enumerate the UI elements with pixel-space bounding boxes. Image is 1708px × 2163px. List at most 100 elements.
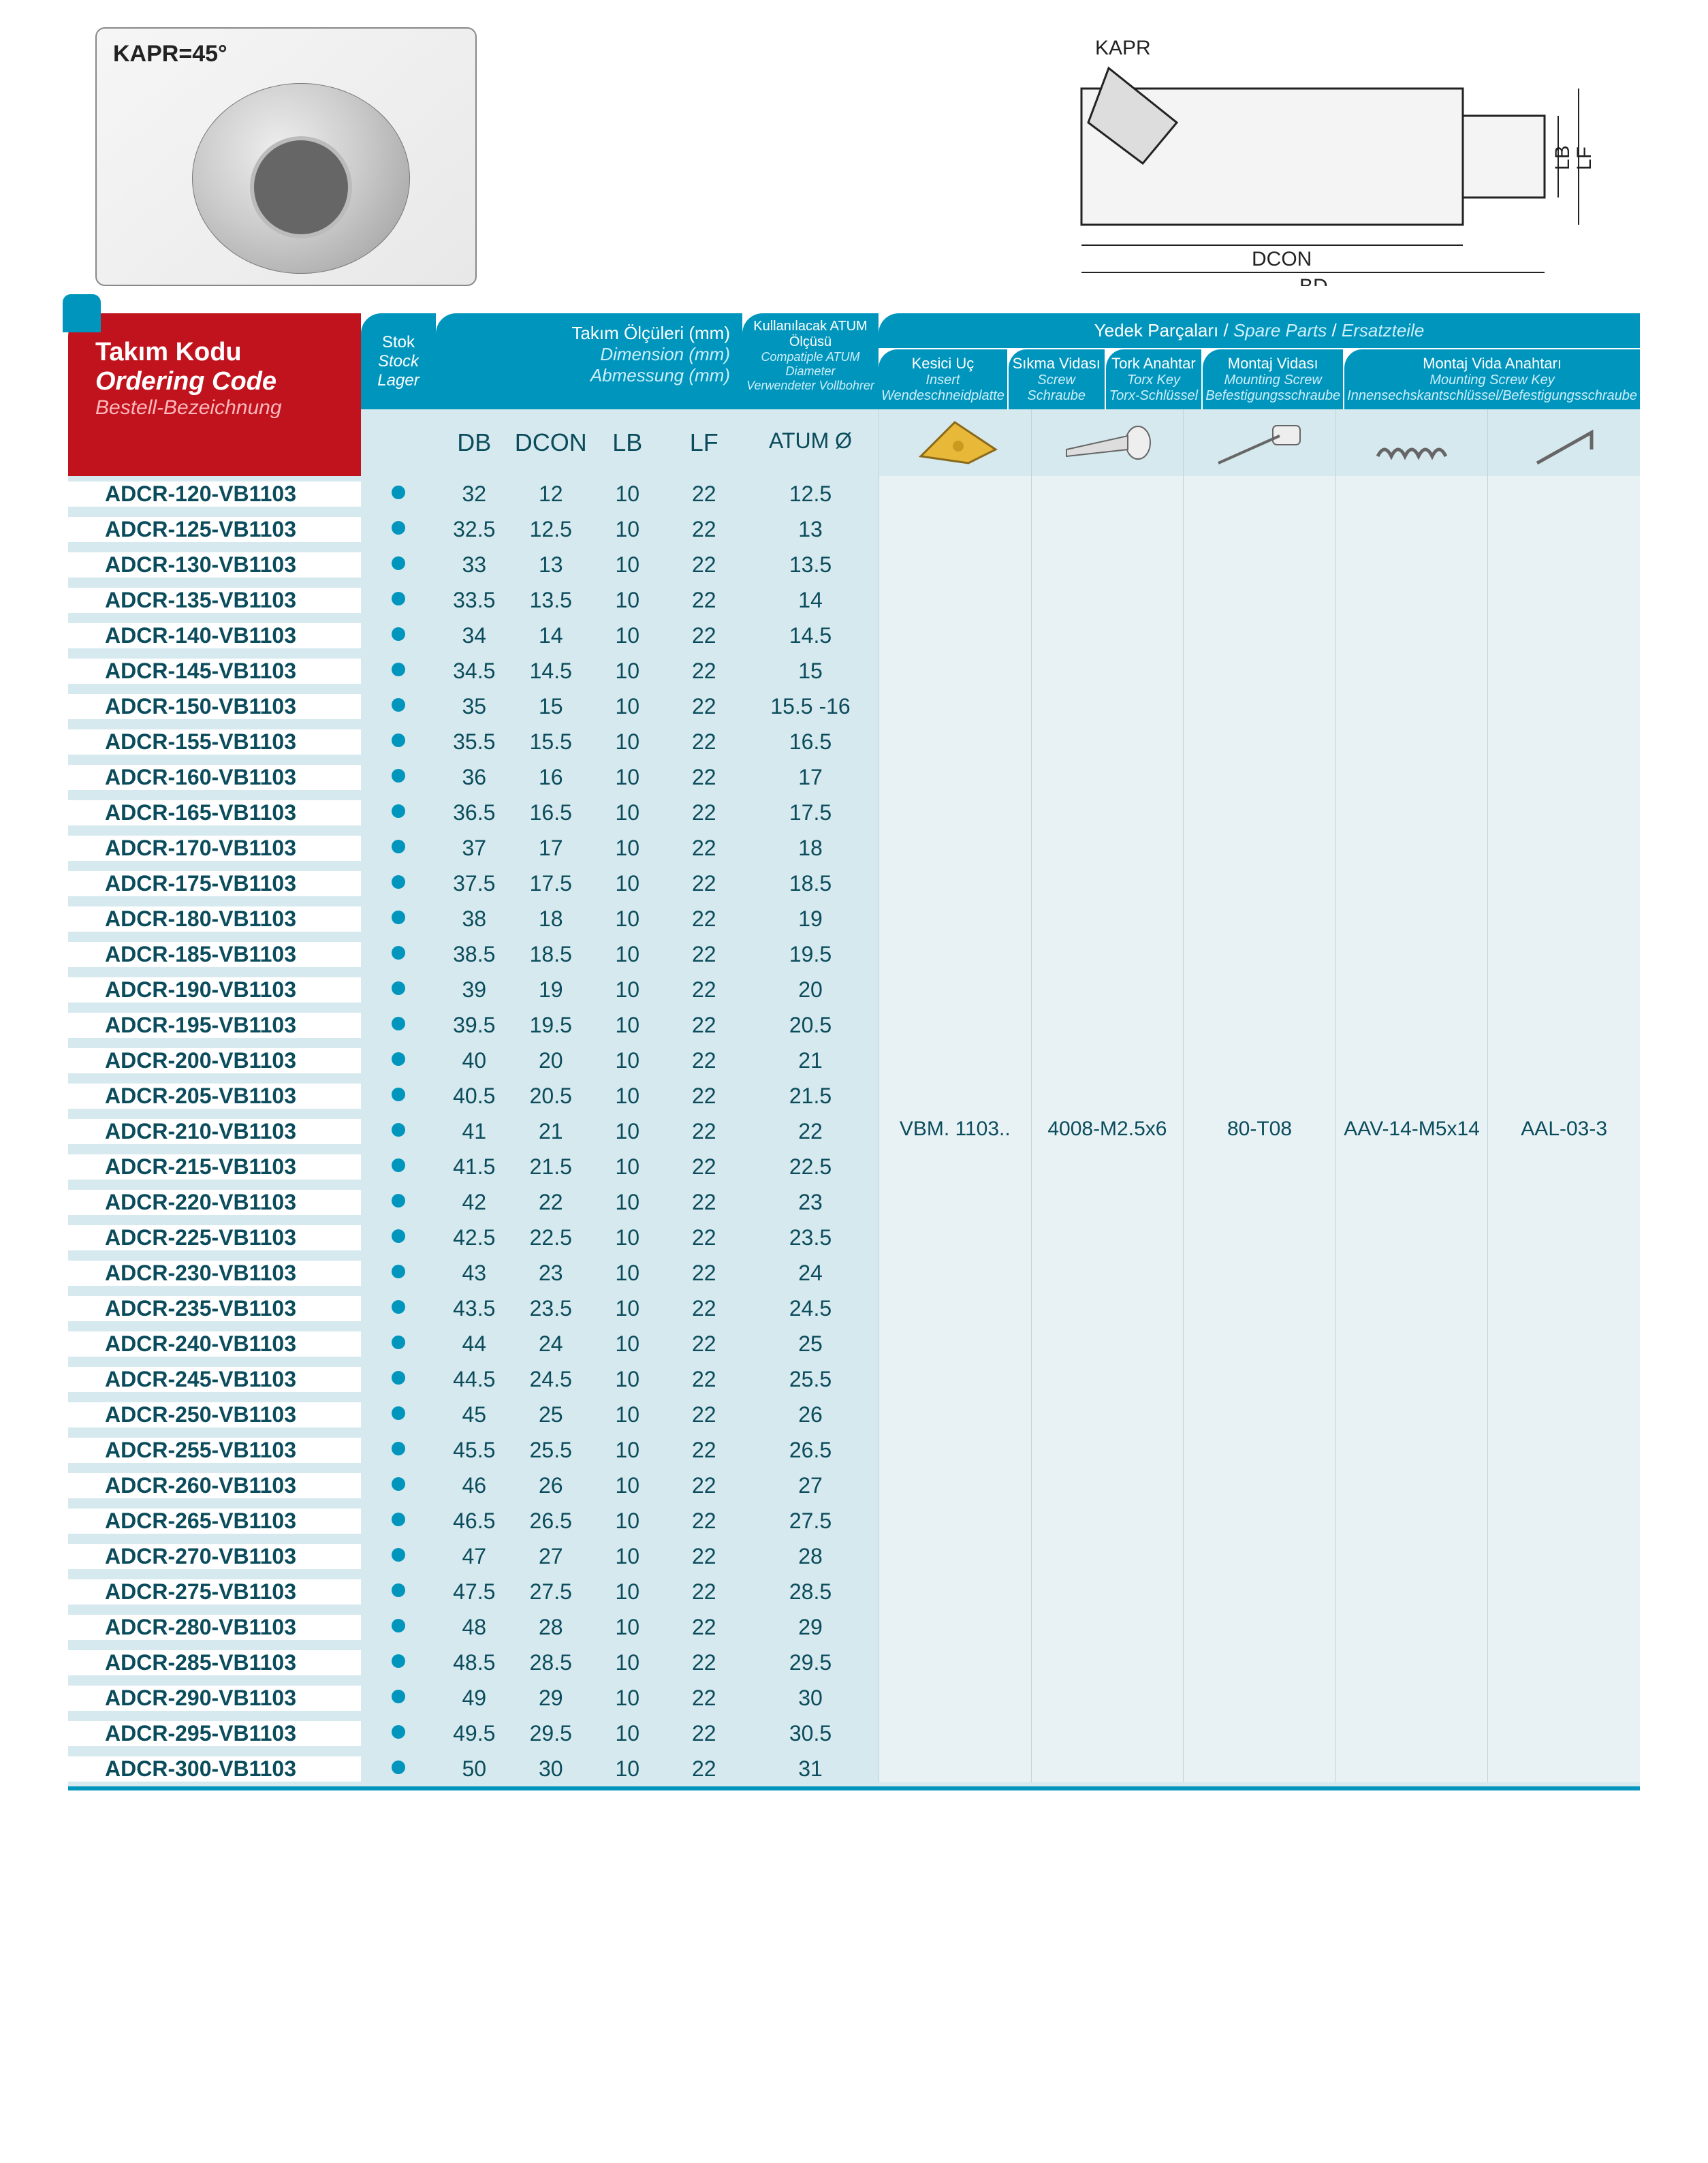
cell-db: 37.5 (436, 871, 513, 896)
cell-lb: 10 (589, 729, 666, 755)
svg-text:DCON: DCON (1252, 248, 1312, 270)
stock-dot-icon (392, 698, 405, 712)
cell-code: ADCR-275-VB1103 (68, 1579, 361, 1605)
cell-lf: 22 (666, 871, 743, 896)
stock-dot-icon (392, 1265, 405, 1278)
cell-dcon: 25.5 (513, 1438, 590, 1463)
stock-dot-icon (392, 911, 405, 924)
cell-lf: 22 (666, 1686, 743, 1711)
cell-lf: 22 (666, 1438, 743, 1463)
cell-atum: 23.5 (742, 1225, 879, 1250)
cell-lf: 22 (666, 1190, 743, 1215)
cell-db: 42 (436, 1190, 513, 1215)
cell-lb: 10 (589, 800, 666, 825)
cell-lb: 10 (589, 871, 666, 896)
insert-icon (879, 409, 1031, 476)
stock-dot-icon (392, 875, 405, 889)
cell-lb: 10 (589, 1296, 666, 1321)
cell-db: 37 (436, 836, 513, 861)
cell-stock (361, 1194, 436, 1211)
cell-dcon: 29.5 (513, 1721, 590, 1746)
cell-lf: 22 (666, 517, 743, 542)
cell-atum: 27 (742, 1473, 879, 1498)
cell-db: 34 (436, 623, 513, 648)
cell-dcon: 22 (513, 1190, 590, 1215)
cell-atum: 17.5 (742, 800, 879, 825)
cell-code: ADCR-255-VB1103 (68, 1438, 361, 1463)
cell-dcon: 20 (513, 1048, 590, 1073)
cell-lf: 22 (666, 588, 743, 613)
stock-dot-icon (392, 592, 405, 605)
cell-atum: 20 (742, 977, 879, 1002)
stock-dot-icon (392, 663, 405, 676)
cell-db: 46.5 (436, 1509, 513, 1534)
header-stock: Stok Stock Lager (361, 313, 436, 409)
stock-dot-icon (392, 1654, 405, 1668)
stock-dot-icon (392, 556, 405, 570)
cell-code: ADCR-210-VB1103 (68, 1119, 361, 1144)
cell-code: ADCR-160-VB1103 (68, 765, 361, 790)
cell-stock (361, 1017, 436, 1034)
cell-stock (361, 1265, 436, 1282)
cell-stock (361, 1690, 436, 1707)
stock-dot-icon (392, 1158, 405, 1172)
cell-dcon: 23 (513, 1261, 590, 1286)
cell-code: ADCR-225-VB1103 (68, 1225, 361, 1250)
cell-code: ADCR-180-VB1103 (68, 906, 361, 932)
cell-code: ADCR-130-VB1103 (68, 552, 361, 578)
stock-dot-icon (392, 1442, 405, 1455)
ring-hole-icon (250, 136, 352, 238)
cell-stock (361, 1052, 436, 1069)
cell-atum: 23 (742, 1190, 879, 1215)
cell-code: ADCR-190-VB1103 (68, 977, 361, 1002)
cell-dcon: 19.5 (513, 1013, 590, 1038)
cell-db: 44 (436, 1331, 513, 1357)
cell-lb: 10 (589, 481, 666, 507)
cell-lb: 10 (589, 659, 666, 684)
stock-dot-icon (392, 1017, 405, 1030)
cell-stock (361, 1548, 436, 1565)
svg-text:BD: BD (1299, 275, 1328, 286)
cell-lf: 22 (666, 552, 743, 578)
top-image-row: KAPR=45° KAPR LF LB DCON BD (68, 27, 1640, 286)
cell-code: ADCR-220-VB1103 (68, 1190, 361, 1215)
cell-dcon: 27.5 (513, 1579, 590, 1605)
spare-value: 80-T08 (1183, 476, 1335, 1782)
spare-value: AAV-14-M5x14 (1335, 476, 1488, 1782)
cell-atum: 25 (742, 1331, 879, 1357)
stock-dot-icon (392, 840, 405, 853)
cell-code: ADCR-285-VB1103 (68, 1650, 361, 1675)
cell-db: 38.5 (436, 942, 513, 967)
cell-lb: 10 (589, 1686, 666, 1711)
cell-lb: 10 (589, 942, 666, 967)
cell-lf: 22 (666, 1084, 743, 1109)
stock-dot-icon (392, 946, 405, 960)
cell-lb: 10 (589, 588, 666, 613)
cell-code: ADCR-245-VB1103 (68, 1367, 361, 1392)
cell-db: 43 (436, 1261, 513, 1286)
cell-lf: 22 (666, 836, 743, 861)
cell-lf: 22 (666, 1402, 743, 1427)
cell-db: 40 (436, 1048, 513, 1073)
cell-dcon: 13.5 (513, 588, 590, 613)
cell-stock (361, 1300, 436, 1317)
cell-stock (361, 1654, 436, 1671)
stock-dot-icon (392, 627, 405, 641)
stock-dot-icon (392, 1336, 405, 1349)
cell-lb: 10 (589, 1190, 666, 1215)
cell-db: 41 (436, 1119, 513, 1144)
spec-table: Takım Kodu Ordering Code Bestell-Bezeich… (68, 313, 1640, 1790)
cell-dcon: 13 (513, 552, 590, 578)
cell-db: 32 (436, 481, 513, 507)
cell-dcon: 20.5 (513, 1084, 590, 1109)
cell-lf: 22 (666, 1013, 743, 1038)
cell-code: ADCR-125-VB1103 (68, 517, 361, 542)
stock-dot-icon (392, 1690, 405, 1703)
cell-code: ADCR-280-VB1103 (68, 1615, 361, 1640)
cell-stock (361, 875, 436, 892)
dim-col-header: DCON (513, 409, 590, 476)
stock-dot-icon (392, 1583, 405, 1597)
cell-lb: 10 (589, 765, 666, 790)
cell-stock (361, 1725, 436, 1742)
cell-db: 45 (436, 1402, 513, 1427)
